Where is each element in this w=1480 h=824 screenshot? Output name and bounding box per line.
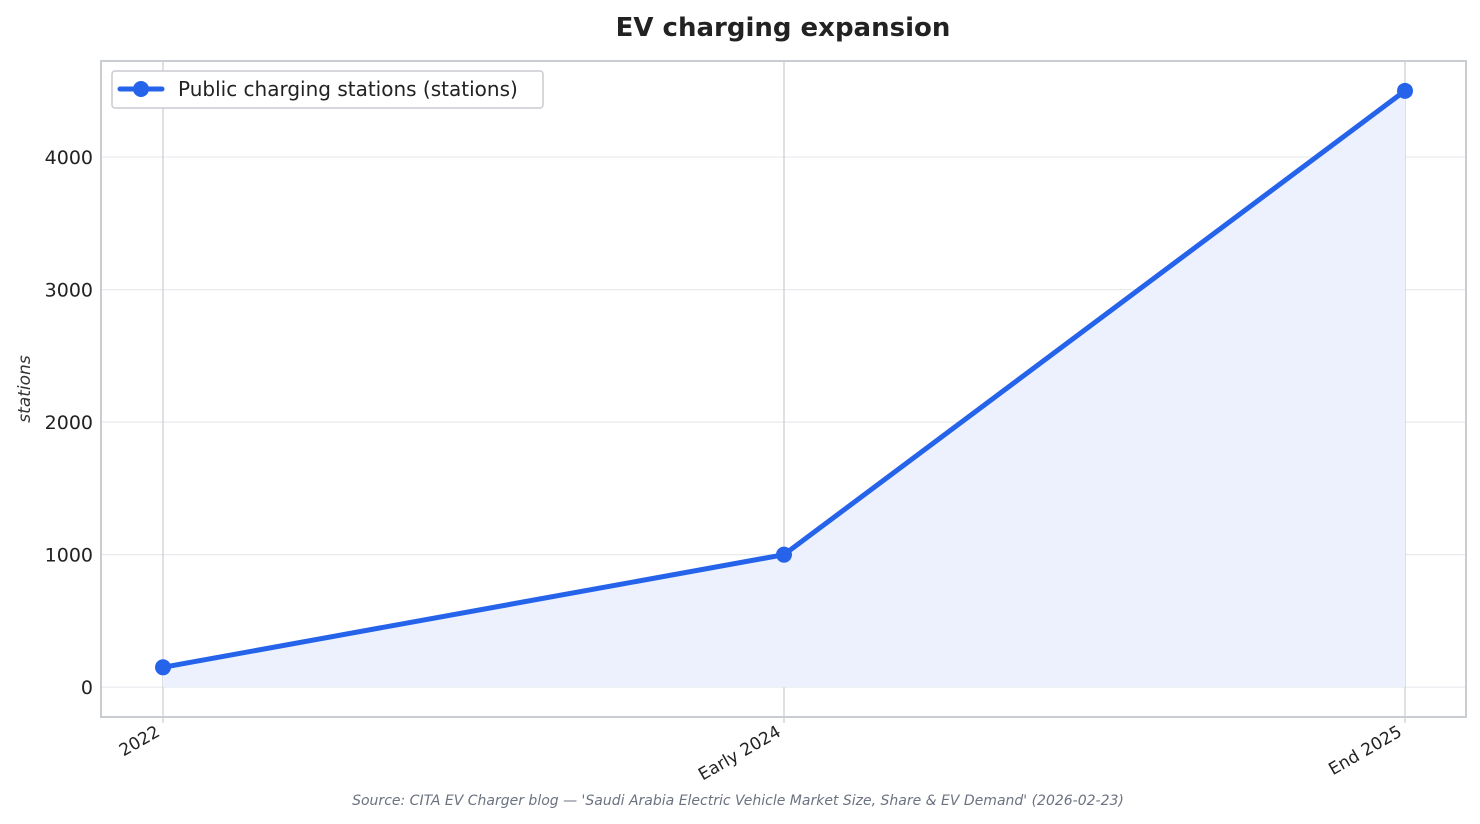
chart-title: EV charging expansion [616,13,951,43]
legend-label: Public charging stations (stations) [178,77,518,101]
legend-box [111,70,544,109]
y-tick-label: 2000 [45,412,93,434]
y-axis-label: stations [15,355,35,423]
y-tick-label: 4000 [45,147,93,169]
y-tick-label: 3000 [45,280,93,302]
point-layer [155,82,1413,676]
data-point [155,659,171,676]
x-axis-ticks: 2022 Early 2024 End 2025 [116,717,1406,785]
y-tick-label: 1000 [45,545,93,567]
series-area-fill [163,90,1405,688]
source-note: Source: CITA EV Charger blog — 'Saudi Ar… [352,793,1124,809]
area-layer [163,90,1405,688]
y-tick-label: 0 [81,677,93,699]
legend: Public charging stations (stations) [111,70,544,109]
x-tick-label: Early 2024 [695,722,784,785]
legend-marker-swatch [133,81,149,97]
x-tick-label: End 2025 [1325,722,1405,780]
y-axis-ticks: 0 1000 2000 3000 4000 [45,147,93,699]
data-point [776,546,792,563]
data-point [1397,82,1413,99]
x-tick-label: 2022 [116,722,163,761]
